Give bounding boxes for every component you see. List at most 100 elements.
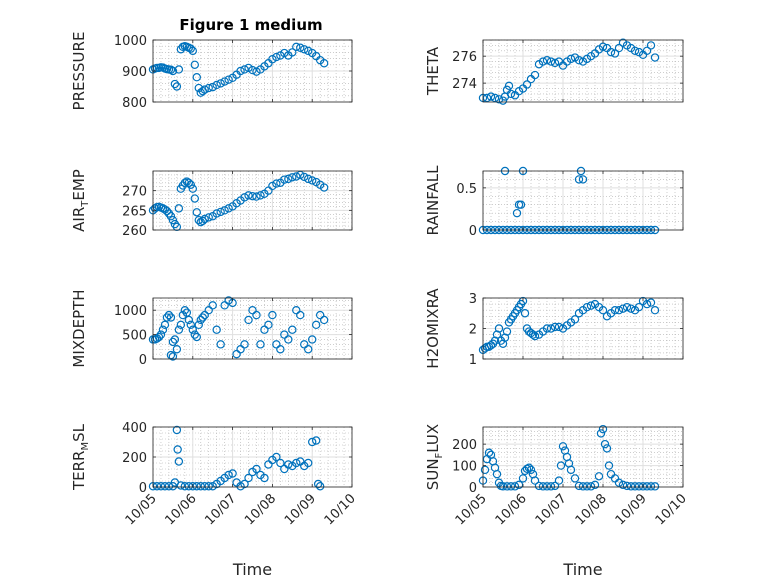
data-point — [172, 82, 182, 91]
data-point — [546, 482, 556, 491]
axes-box — [482, 39, 684, 103]
data-point — [248, 191, 257, 201]
data-point — [200, 85, 209, 94]
data-point — [618, 304, 628, 313]
axes-box — [482, 170, 684, 231]
data-point — [176, 320, 186, 330]
data-point — [288, 48, 297, 57]
data-point — [590, 480, 600, 490]
data-point — [288, 325, 297, 334]
data-point — [642, 482, 652, 491]
data-point — [570, 474, 580, 483]
data-point — [578, 175, 588, 184]
data-point — [630, 482, 640, 491]
x-tick-label: 10/05 — [123, 491, 160, 528]
y-tick-label: 260 — [122, 224, 147, 239]
data-point — [264, 320, 273, 330]
data-point — [308, 437, 317, 447]
data-point — [184, 315, 194, 325]
data-point — [252, 310, 261, 320]
data-point — [268, 310, 277, 320]
y-tick-label: 400 — [122, 421, 147, 436]
axes-box — [152, 297, 353, 360]
data-point — [168, 215, 178, 225]
subplot-terr_msl: 0 200 400 10/05 10/06 10/07 10/08 10/09 10/10 Tim… — [70, 421, 359, 579]
x-tick-label: 10/10 — [322, 491, 359, 528]
data-point — [554, 322, 564, 332]
data-point — [272, 179, 281, 188]
data-point — [626, 304, 636, 313]
data-point — [606, 47, 616, 57]
data-point — [174, 65, 184, 74]
data-point — [194, 320, 203, 330]
data-point — [204, 482, 213, 491]
data-point — [224, 204, 233, 213]
y-tick-label: 1000 — [114, 34, 147, 49]
data-series — [478, 296, 660, 355]
data-point — [638, 482, 648, 491]
data-point — [574, 481, 584, 491]
data-point — [192, 208, 201, 217]
data-point — [180, 482, 190, 491]
data-point — [240, 340, 249, 349]
data-point — [510, 482, 520, 491]
data-series — [148, 296, 329, 361]
data-point — [622, 481, 632, 491]
data-point — [160, 482, 170, 491]
data-point — [190, 60, 199, 70]
data-point — [614, 306, 624, 315]
y-tick-label: 900 — [122, 65, 147, 80]
data-point — [586, 301, 596, 310]
data-point — [252, 67, 261, 76]
data-point — [634, 302, 644, 312]
data-point — [198, 216, 207, 226]
data-point — [296, 43, 305, 52]
data-point — [154, 332, 164, 342]
data-point — [582, 482, 592, 491]
x-tick-label: 10/08 — [573, 491, 610, 528]
y-tick-label: 0.5 — [456, 182, 477, 197]
y-tick-label: 270 — [122, 185, 147, 200]
data-point — [164, 310, 174, 320]
data-point — [650, 482, 660, 491]
data-point — [542, 324, 552, 333]
data-point — [304, 46, 313, 56]
data-point — [504, 81, 514, 91]
data-point — [174, 325, 184, 334]
data-point — [168, 337, 178, 347]
data-point — [598, 306, 608, 315]
y-tick-label: 0 — [469, 224, 477, 239]
x-axis-label: Time — [232, 560, 272, 579]
data-point — [319, 315, 329, 325]
data-point — [518, 296, 528, 306]
data-point — [304, 458, 313, 468]
data-point — [172, 425, 182, 435]
data-point — [176, 481, 186, 490]
y-axis-label: H2OMIXRA — [424, 288, 442, 369]
data-point — [188, 184, 197, 193]
data-point — [650, 306, 660, 315]
y-tick-label: 500 — [122, 329, 147, 344]
y-tick-label: 3 — [469, 292, 477, 307]
data-point — [530, 476, 540, 485]
data-point — [172, 222, 182, 232]
data-series — [148, 425, 325, 491]
data-point — [276, 458, 285, 468]
data-point — [256, 191, 265, 200]
data-point — [284, 335, 293, 344]
data-point — [610, 306, 620, 315]
data-point — [574, 56, 584, 65]
x-tick-label: 10/08 — [242, 491, 279, 528]
data-point — [506, 89, 516, 99]
data-point — [188, 46, 197, 56]
data-point — [598, 42, 608, 51]
subplot-pressure: 800 900 1000 PRESSURE — [70, 32, 353, 111]
data-point — [208, 82, 217, 92]
plot-area — [153, 298, 352, 359]
data-point — [492, 469, 502, 479]
data-point — [512, 208, 522, 218]
data-point — [598, 424, 608, 434]
data-point — [196, 482, 205, 491]
data-point — [156, 330, 166, 339]
